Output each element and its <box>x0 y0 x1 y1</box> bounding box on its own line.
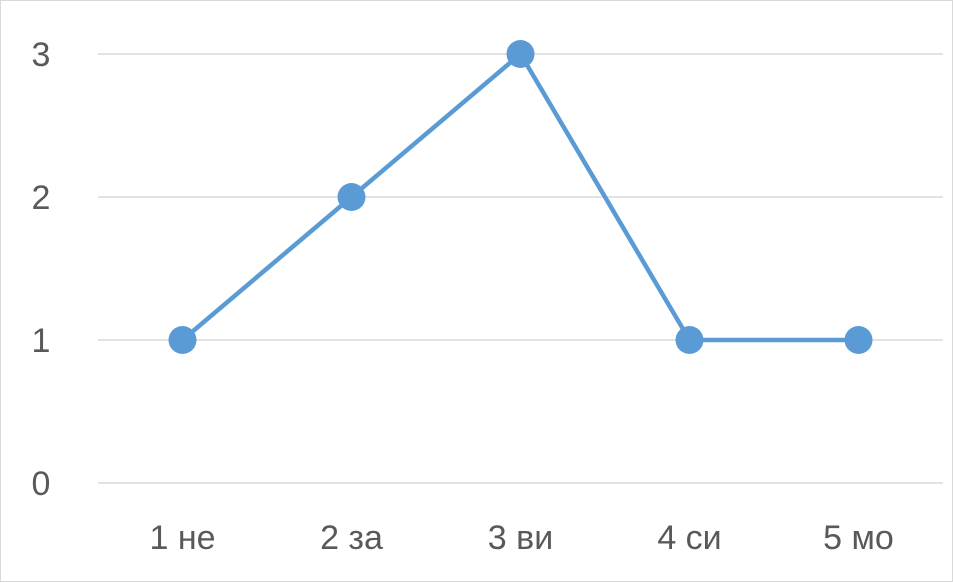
data-point <box>675 326 704 354</box>
data-point <box>168 326 197 354</box>
y-tick-label: 3 <box>32 36 51 74</box>
x-tick-label: 5 мо <box>823 519 894 557</box>
y-tick-label: 2 <box>32 179 51 217</box>
x-tick-label: 4 си <box>657 519 721 557</box>
data-point <box>506 40 535 68</box>
x-axis-ticks: 1 не 2 за 3 ви 4 си 5 мо <box>149 519 893 557</box>
data-point <box>844 326 873 354</box>
x-tick-label: 2 за <box>320 519 383 557</box>
y-tick-label: 1 <box>32 322 51 360</box>
x-tick-label: 3 ви <box>488 519 553 557</box>
y-axis-ticks: 0 1 2 3 <box>32 36 51 503</box>
x-tick-label: 1 не <box>149 519 215 557</box>
series <box>168 40 873 354</box>
data-point <box>337 183 366 211</box>
gridlines <box>98 53 943 484</box>
y-tick-label: 0 <box>32 465 51 503</box>
